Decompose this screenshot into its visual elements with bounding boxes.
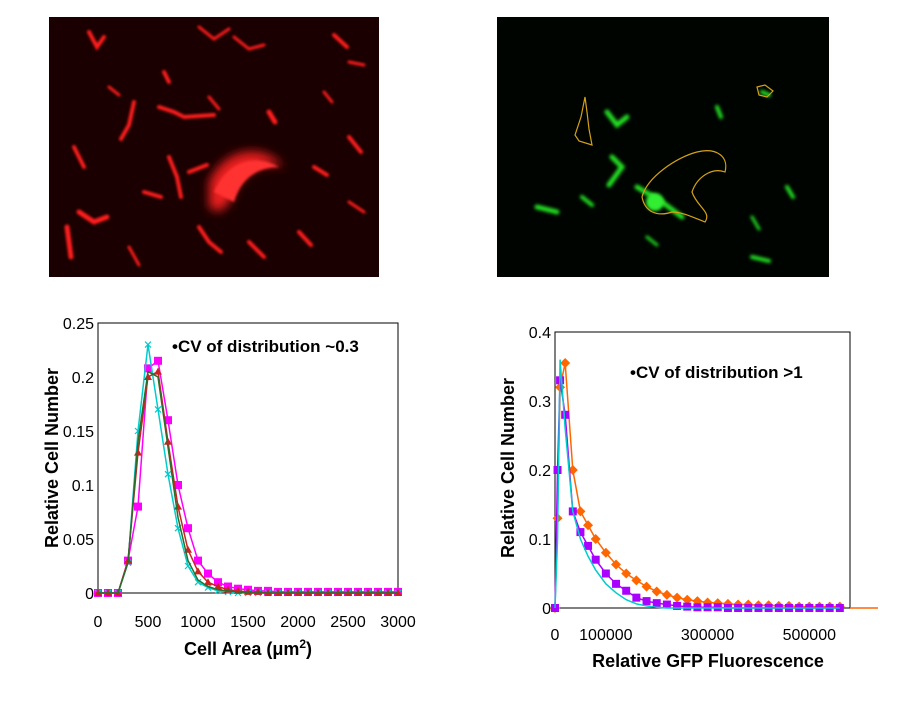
data-point [154, 405, 162, 413]
x-tick-label: 1000 [180, 614, 216, 631]
cell-area-chart: 0 0.05 0.1 0.15 0.2 0.25 0 500 1000 1500 2000 2500… [42, 316, 416, 659]
data-point [651, 586, 662, 597]
data-point [214, 582, 222, 590]
series-3 [98, 370, 398, 594]
data-point [204, 569, 212, 578]
x-tick-label: 100000 [579, 627, 632, 644]
y-tick-label: 0.25 [63, 316, 94, 333]
data-point [174, 481, 182, 489]
series-0 [94, 356, 402, 597]
data-point [154, 367, 162, 375]
red-fluorescence-image [49, 17, 379, 277]
data-point [600, 547, 611, 558]
data-point [712, 598, 723, 609]
data-point [673, 601, 682, 610]
chart-annotation: •CV of distribution ~0.3 [172, 337, 359, 356]
data-point [134, 502, 142, 511]
x-tick-label: 2000 [280, 614, 316, 631]
x-tick-label: 500000 [783, 627, 836, 644]
y-tick-label: 0.15 [63, 424, 94, 441]
plot-area [97, 322, 399, 594]
data-point [591, 555, 600, 564]
y-tick-label: 0.05 [63, 532, 94, 549]
data-point [561, 410, 570, 419]
data-point [144, 341, 152, 349]
y-tick-label: 0.2 [72, 370, 94, 387]
data-point [144, 364, 152, 373]
series-1 [551, 376, 844, 612]
series-line [98, 344, 398, 594]
data-point [174, 502, 182, 510]
series-line [554, 362, 840, 609]
y-tick-label: 0 [85, 586, 94, 603]
data-point [642, 597, 651, 606]
data-point [652, 599, 661, 608]
data-point [154, 356, 162, 365]
data-point [584, 541, 593, 550]
data-point [194, 567, 202, 575]
data-point [214, 578, 222, 587]
x-tick-label: 500 [135, 614, 162, 631]
series-line [98, 370, 398, 594]
data-point [204, 578, 212, 586]
green-fluorescence-image [497, 17, 829, 277]
data-point [662, 600, 671, 609]
x-axis-label: Cell Area (μm2) [184, 637, 312, 659]
x-tick-label: 300000 [681, 627, 734, 644]
series-line [554, 359, 840, 609]
y-axis-label: Relative Cell Number [498, 378, 518, 558]
data-point [622, 586, 631, 595]
data-point [621, 568, 632, 579]
data-point [134, 448, 142, 456]
data-point [164, 437, 172, 445]
x-tick-label: 2500 [330, 614, 366, 631]
data-point [194, 578, 202, 586]
x-axis-label-superscript: 2 [299, 637, 306, 651]
x-axis-label: Relative GFP Fluorescence [592, 651, 824, 671]
x-tick-label: 0 [551, 627, 560, 644]
data-point [583, 520, 594, 531]
data-point [575, 506, 586, 517]
data-point [631, 575, 642, 586]
series-line [98, 359, 398, 594]
y-axis-label: Relative Cell Number [42, 368, 62, 548]
data-point [576, 528, 585, 537]
data-point [682, 594, 693, 605]
data-point [683, 602, 692, 611]
data-point [641, 581, 652, 592]
data-point [184, 524, 192, 533]
data-point [632, 593, 641, 602]
y-tick-label: 0.2 [529, 463, 551, 480]
chart-annotation: •CV of distribution >1 [630, 363, 803, 382]
data-point [611, 559, 622, 570]
x-axis-label-close: ) [306, 639, 312, 659]
series-2 [554, 359, 840, 609]
data-point [194, 556, 202, 565]
x-tick-label: 0 [94, 614, 103, 631]
data-point [560, 358, 571, 369]
y-tick-label: 0.3 [529, 394, 551, 411]
x-tick-label: 3000 [380, 614, 416, 631]
x-axis-label-main: Cell Area (μm [184, 639, 299, 659]
data-point [164, 416, 172, 425]
data-point [601, 569, 610, 578]
data-point [164, 470, 172, 478]
data-point [661, 589, 672, 600]
data-point [612, 579, 621, 588]
y-tick-label: 0.1 [72, 478, 94, 495]
gfp-fluorescence-chart: 0 0.1 0.2 0.3 0.4 0 100000 300000 500000 •CV of… [498, 325, 878, 671]
data-point [672, 592, 683, 603]
y-tick-label: 0 [542, 601, 551, 618]
y-tick-label: 0.1 [529, 532, 551, 549]
x-tick-label: 1500 [230, 614, 266, 631]
data-point [590, 534, 601, 544]
y-tick-label: 0.4 [529, 325, 551, 342]
data-point [553, 466, 562, 474]
series-0 [550, 358, 845, 613]
